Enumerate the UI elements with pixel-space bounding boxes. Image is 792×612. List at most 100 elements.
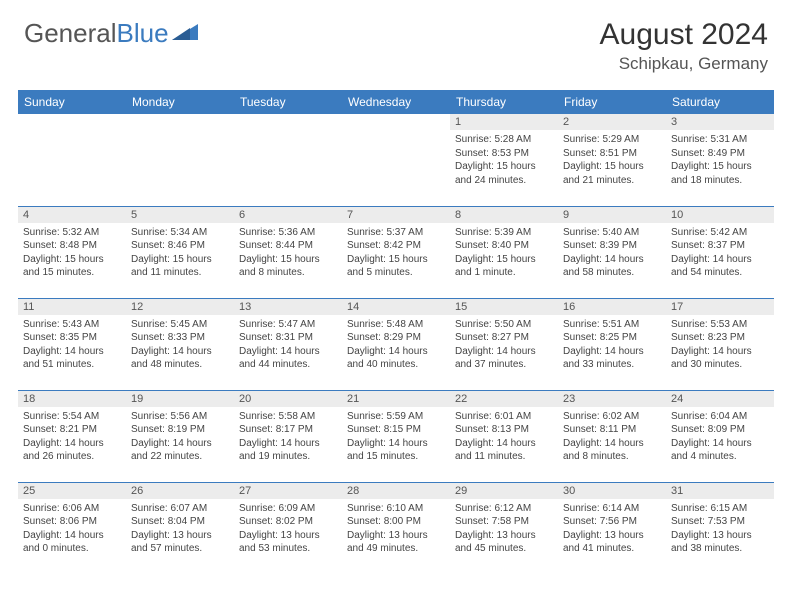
day-number: 11 (18, 299, 126, 315)
sunrise-line: Sunrise: 5:48 AM (347, 318, 445, 332)
sunset-line: Sunset: 8:21 PM (23, 423, 121, 437)
daylight-line: Daylight: 15 hours and 11 minutes. (131, 253, 229, 280)
sunset-line: Sunset: 8:44 PM (239, 239, 337, 253)
day-number: 8 (450, 207, 558, 223)
daylight-line: Daylight: 15 hours and 21 minutes. (563, 160, 661, 187)
calendar-cell: 7Sunrise: 5:37 AMSunset: 8:42 PMDaylight… (342, 206, 450, 298)
day-details: Sunrise: 6:02 AMSunset: 8:11 PMDaylight:… (558, 407, 666, 468)
brand-part1: General (24, 18, 117, 48)
calendar-cell: 14Sunrise: 5:48 AMSunset: 8:29 PMDayligh… (342, 298, 450, 390)
daylight-line: Daylight: 15 hours and 15 minutes. (23, 253, 121, 280)
brand-triangle-icon (172, 22, 198, 43)
day-details: Sunrise: 5:37 AMSunset: 8:42 PMDaylight:… (342, 223, 450, 284)
sunrise-line: Sunrise: 6:10 AM (347, 502, 445, 516)
day-number: 25 (18, 483, 126, 499)
calendar-cell: 13Sunrise: 5:47 AMSunset: 8:31 PMDayligh… (234, 298, 342, 390)
daylight-line: Daylight: 14 hours and 58 minutes. (563, 253, 661, 280)
day-header: Friday (558, 90, 666, 114)
day-details: Sunrise: 6:12 AMSunset: 7:58 PMDaylight:… (450, 499, 558, 560)
daylight-line: Daylight: 15 hours and 5 minutes. (347, 253, 445, 280)
day-details: Sunrise: 6:09 AMSunset: 8:02 PMDaylight:… (234, 499, 342, 560)
day-number: 22 (450, 391, 558, 407)
calendar-cell: 12 Sunrise: 5:45 AMSunset: 8:33 PMDayligh… (126, 298, 234, 390)
day-number: 27 (234, 483, 342, 499)
day-details: Sunrise: 5:36 AMSunset: 8:44 PMDaylight:… (234, 223, 342, 284)
day-details: Sunrise: 6:14 AMSunset: 7:56 PMDaylight:… (558, 499, 666, 560)
calendar-cell: 6Sunrise: 5:36 AMSunset: 8:44 PMDaylight… (234, 206, 342, 298)
day-number: 19 (126, 391, 234, 407)
daylight-line: Daylight: 14 hours and 37 minutes. (455, 345, 553, 372)
sunset-line: Sunset: 8:23 PM (671, 331, 769, 345)
calendar-cell: 27Sunrise: 6:09 AMSunset: 8:02 PMDayligh… (234, 482, 342, 574)
day-number: 12 (126, 299, 234, 315)
day-details: Sunrise: 5:39 AMSunset: 8:40 PMDaylight:… (450, 223, 558, 284)
sunrise-line: Sunrise: 5:43 AM (23, 318, 121, 332)
day-details: Sunrise: 5:58 AMSunset: 8:17 PMDaylight:… (234, 407, 342, 468)
sunset-line: Sunset: 8:00 PM (347, 515, 445, 529)
daylight-line: Daylight: 14 hours and 0 minutes. (23, 529, 121, 556)
daylight-line: Daylight: 14 hours and 33 minutes. (563, 345, 661, 372)
day-details: Sunrise: 5:53 AMSunset: 8:23 PMDaylight:… (666, 315, 774, 376)
sunrise-line: Sunrise: 6:02 AM (563, 410, 661, 424)
calendar-cell: 20Sunrise: 5:58 AMSunset: 8:17 PMDayligh… (234, 390, 342, 482)
calendar-cell: 5Sunrise: 5:34 AMSunset: 8:46 PMDaylight… (126, 206, 234, 298)
calendar-cell (234, 114, 342, 206)
daylight-line: Daylight: 14 hours and 48 minutes. (131, 345, 229, 372)
sunrise-line: Sunrise: 5:32 AM (23, 226, 121, 240)
day-details: Sunrise: 6:15 AMSunset: 7:53 PMDaylight:… (666, 499, 774, 560)
calendar-cell: 22Sunrise: 6:01 AMSunset: 8:13 PMDayligh… (450, 390, 558, 482)
day-number: 23 (558, 391, 666, 407)
sunset-line: Sunset: 7:53 PM (671, 515, 769, 529)
daylight-line: Daylight: 13 hours and 38 minutes. (671, 529, 769, 556)
brand-part2: Blue (117, 18, 169, 48)
day-details: Sunrise: 5:28 AMSunset: 8:53 PMDaylight:… (450, 130, 558, 191)
day-number: 10 (666, 207, 774, 223)
calendar-cell: 21Sunrise: 5:59 AMSunset: 8:15 PMDayligh… (342, 390, 450, 482)
calendar-cell: 26Sunrise: 6:07 AMSunset: 8:04 PMDayligh… (126, 482, 234, 574)
day-details: Sunrise: 5:59 AMSunset: 8:15 PMDaylight:… (342, 407, 450, 468)
sunrise-line: Sunrise: 5:34 AM (131, 226, 229, 240)
sunset-line: Sunset: 8:27 PM (455, 331, 553, 345)
calendar-cell: 17Sunrise: 5:53 AMSunset: 8:23 PMDayligh… (666, 298, 774, 390)
sunset-line: Sunset: 8:53 PM (455, 147, 553, 161)
daylight-line: Daylight: 14 hours and 15 minutes. (347, 437, 445, 464)
sunset-line: Sunset: 8:19 PM (131, 423, 229, 437)
day-number: 16 (558, 299, 666, 315)
day-details: Sunrise: 5:29 AMSunset: 8:51 PMDaylight:… (558, 130, 666, 191)
sunrise-line: Sunrise: 5:45 AM (131, 318, 229, 332)
calendar-cell: 4Sunrise: 5:32 AMSunset: 8:48 PMDaylight… (18, 206, 126, 298)
sunrise-line: Sunrise: 5:47 AM (239, 318, 337, 332)
sunrise-line: Sunrise: 5:36 AM (239, 226, 337, 240)
day-details: Sunrise: 5:56 AMSunset: 8:19 PMDaylight:… (126, 407, 234, 468)
brand-logo: GeneralBlue (24, 18, 198, 49)
calendar-week: 11Sunrise: 5:43 AMSunset: 8:35 PMDayligh… (18, 298, 774, 390)
calendar-cell: 23Sunrise: 6:02 AMSunset: 8:11 PMDayligh… (558, 390, 666, 482)
sunset-line: Sunset: 7:56 PM (563, 515, 661, 529)
daylight-line: Daylight: 13 hours and 53 minutes. (239, 529, 337, 556)
title-block: August 2024 Schipkau, Germany (600, 18, 768, 74)
sunset-line: Sunset: 8:29 PM (347, 331, 445, 345)
sunset-line: Sunset: 8:40 PM (455, 239, 553, 253)
day-header: Tuesday (234, 90, 342, 114)
day-number: 1 (450, 114, 558, 130)
sunset-line: Sunset: 8:25 PM (563, 331, 661, 345)
daylight-line: Daylight: 14 hours and 30 minutes. (671, 345, 769, 372)
daylight-line: Daylight: 13 hours and 49 minutes. (347, 529, 445, 556)
calendar-cell: 9Sunrise: 5:40 AMSunset: 8:39 PMDaylight… (558, 206, 666, 298)
sunset-line: Sunset: 8:37 PM (671, 239, 769, 253)
day-details: Sunrise: 5:50 AMSunset: 8:27 PMDaylight:… (450, 315, 558, 376)
day-header: Monday (126, 90, 234, 114)
daylight-line: Daylight: 13 hours and 45 minutes. (455, 529, 553, 556)
sunset-line: Sunset: 8:42 PM (347, 239, 445, 253)
sunrise-line: Sunrise: 6:06 AM (23, 502, 121, 516)
day-number: 3 (666, 114, 774, 130)
daylight-line: Daylight: 14 hours and 22 minutes. (131, 437, 229, 464)
day-header: Saturday (666, 90, 774, 114)
day-number: 26 (126, 483, 234, 499)
day-number: 15 (450, 299, 558, 315)
day-number: 14 (342, 299, 450, 315)
day-number: 28 (342, 483, 450, 499)
sunset-line: Sunset: 7:58 PM (455, 515, 553, 529)
sunset-line: Sunset: 8:31 PM (239, 331, 337, 345)
sunset-line: Sunset: 8:33 PM (131, 331, 229, 345)
